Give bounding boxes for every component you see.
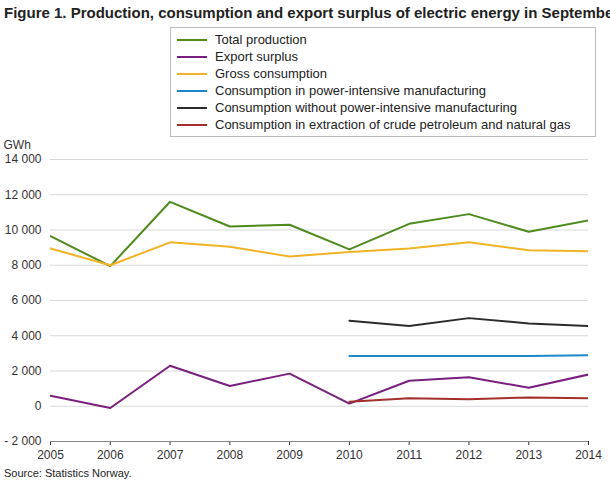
html-text:Consumption in power-intensive: Consumption in power-intensive manufactu… (215, 83, 486, 98)
svg-text:2012: 2012 (456, 448, 483, 462)
svg-text:12 000: 12 000 (5, 188, 42, 202)
svg-text:10 000: 10 000 (5, 223, 42, 237)
svg-text:GWh: GWh (4, 138, 31, 152)
svg-text:2005: 2005 (37, 448, 64, 462)
svg-text:2013: 2013 (515, 448, 542, 462)
svg-text:14 000: 14 000 (5, 152, 42, 166)
svg-text:2006: 2006 (97, 448, 124, 462)
svg-text:2009: 2009 (276, 448, 303, 462)
svg-text:2010: 2010 (336, 448, 363, 462)
svg-text:4 000: 4 000 (11, 329, 41, 343)
html-text:Gross consumption: Gross consumption (215, 66, 327, 81)
svg-text:2 000: 2 000 (11, 364, 41, 378)
html-text:Consumption without power-inte: Consumption without power-intensive manu… (215, 100, 517, 115)
svg-text:6 000: 6 000 (11, 293, 41, 307)
html-text:Total production: Total production (215, 32, 307, 47)
svg-text:2008: 2008 (216, 448, 243, 462)
html-text:Source: Statistics Norway.: Source: Statistics Norway. (4, 467, 132, 479)
svg-text:2014: 2014 (575, 448, 602, 462)
svg-text:2011: 2011 (396, 448, 422, 462)
svg-text:2007: 2007 (157, 448, 184, 462)
svg-text:- 2 000: - 2 000 (4, 434, 42, 448)
html-text:Export surplus: Export surplus (215, 49, 299, 64)
svg-text:8 000: 8 000 (11, 258, 41, 272)
svg-text:0: 0 (35, 399, 42, 413)
html-text:Consumption in extraction of c: Consumption in extraction of crude petro… (215, 117, 571, 132)
